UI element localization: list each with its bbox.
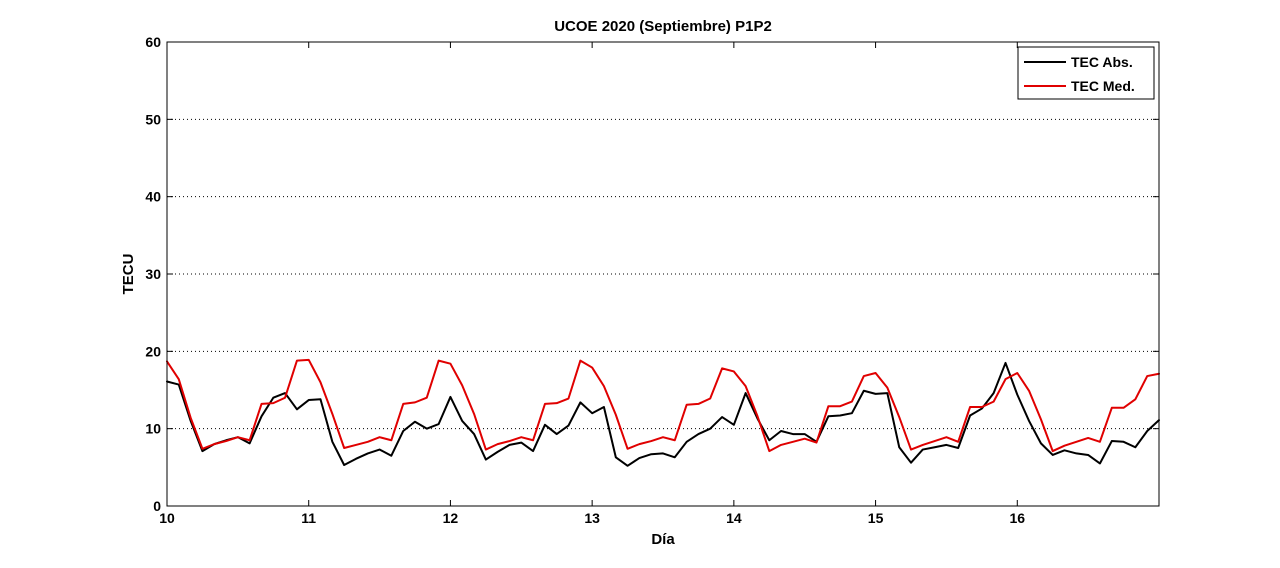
- chart-title: UCOE 2020 (Septiembre) P1P2: [554, 18, 772, 35]
- x-axis-label: Día: [651, 531, 675, 548]
- legend: TEC Abs. TEC Med.: [1017, 46, 1155, 100]
- y-tick-label: 10: [145, 421, 161, 437]
- legend-label-tec-abs: TEC Abs.: [1071, 54, 1133, 70]
- legend-box: [1017, 46, 1155, 100]
- y-tick-label: 30: [145, 266, 161, 282]
- y-tick-label: 20: [145, 343, 161, 359]
- x-tick-label: 15: [868, 510, 884, 526]
- y-axis-label: TECU: [120, 254, 137, 295]
- y-tick-label: 60: [145, 34, 161, 50]
- x-tick-label: 16: [1009, 510, 1025, 526]
- series-line-tec-abs: [166, 361, 1160, 467]
- x-tick-label: 14: [726, 510, 742, 526]
- series-line-tec-med: [166, 358, 1160, 453]
- x-tick-label: 12: [443, 510, 459, 526]
- grid-layer: [167, 118, 1159, 430]
- legend-label-tec-med: TEC Med.: [1071, 78, 1135, 94]
- series-layer: [166, 358, 1160, 467]
- y-tick-label: 40: [145, 189, 161, 205]
- x-tick-label: 11: [301, 510, 316, 526]
- y-tick-label: 0: [153, 498, 161, 514]
- x-tick-label: 10: [159, 510, 175, 526]
- y-tick-label: 50: [145, 111, 161, 127]
- x-tick-label: 13: [584, 510, 600, 526]
